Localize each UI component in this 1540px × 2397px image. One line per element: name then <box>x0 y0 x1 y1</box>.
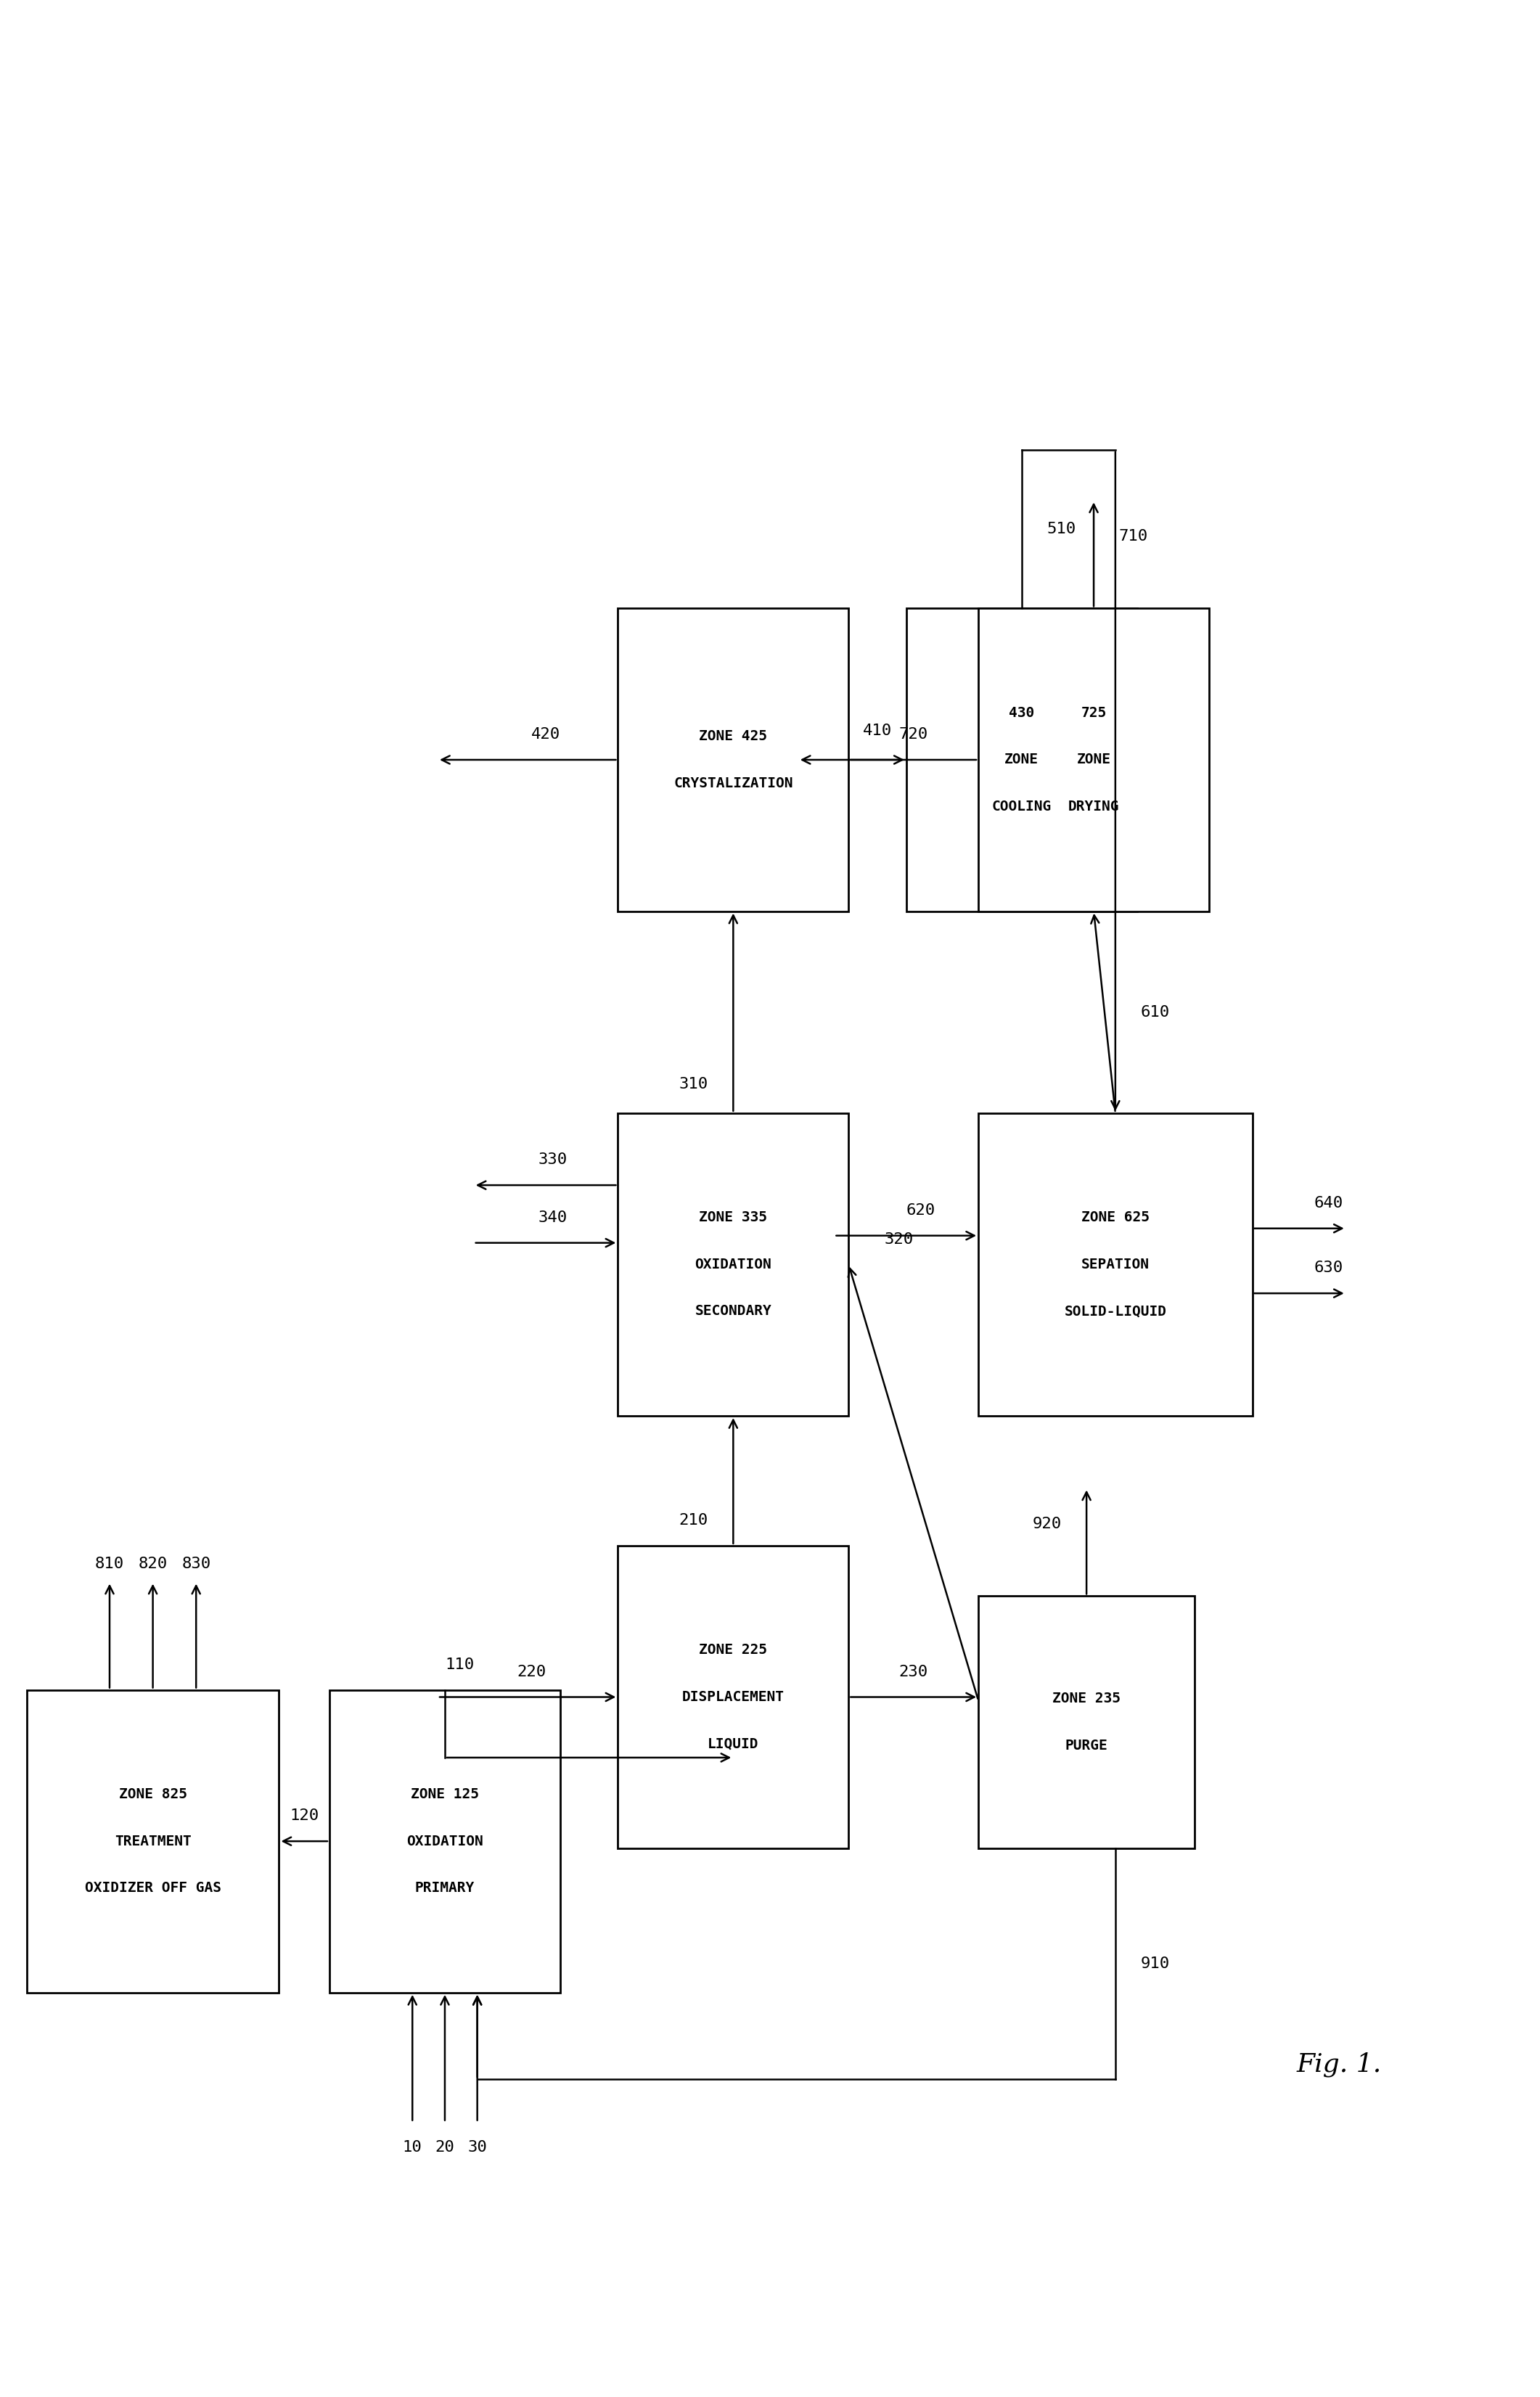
Text: ZONE 335: ZONE 335 <box>699 1210 767 1225</box>
Text: 30: 30 <box>468 2141 487 2155</box>
Text: PRIMARY: PRIMARY <box>414 1882 474 1896</box>
Bar <box>26 1690 279 1992</box>
Text: ZONE 625: ZONE 625 <box>1081 1210 1149 1225</box>
Text: DRYING: DRYING <box>1069 801 1120 813</box>
Text: COOLING: COOLING <box>992 801 1052 813</box>
Text: ZONE 425: ZONE 425 <box>699 729 767 743</box>
Text: 410: 410 <box>862 724 892 738</box>
Text: 810: 810 <box>95 1556 125 1570</box>
Text: 340: 340 <box>539 1210 568 1225</box>
Text: OXIDATION: OXIDATION <box>407 1834 484 1848</box>
Text: 725: 725 <box>1081 707 1107 719</box>
Bar <box>978 1112 1252 1417</box>
Text: CRYSTALIZATION: CRYSTALIZATION <box>673 777 793 791</box>
Text: 620: 620 <box>906 1203 935 1218</box>
Text: 330: 330 <box>539 1153 568 1167</box>
Text: ZONE: ZONE <box>1004 753 1038 767</box>
Text: PURGE: PURGE <box>1066 1738 1107 1752</box>
Text: 430: 430 <box>1009 707 1035 719</box>
Bar <box>330 1690 561 1992</box>
Text: DISPLACEMENT: DISPLACEMENT <box>682 1690 784 1704</box>
Text: 120: 120 <box>290 1810 319 1824</box>
Text: TREATMENT: TREATMENT <box>114 1834 191 1848</box>
Text: 210: 210 <box>679 1513 708 1527</box>
Text: 910: 910 <box>1141 1956 1170 1970</box>
Text: 20: 20 <box>436 2141 454 2155</box>
Text: Fig. 1.: Fig. 1. <box>1297 2052 1381 2078</box>
Text: OXIDATION: OXIDATION <box>695 1258 772 1270</box>
Text: ZONE 825: ZONE 825 <box>119 1788 186 1800</box>
Text: 510: 510 <box>1047 523 1076 537</box>
Text: 710: 710 <box>1120 530 1149 544</box>
Text: 920: 920 <box>1032 1517 1061 1532</box>
Text: ZONE: ZONE <box>1076 753 1110 767</box>
Bar <box>618 1546 849 1848</box>
Bar <box>978 609 1209 911</box>
Text: LIQUID: LIQUID <box>708 1738 759 1750</box>
Text: OXIDIZER OFF GAS: OXIDIZER OFF GAS <box>85 1882 222 1896</box>
Text: SEPATION: SEPATION <box>1081 1258 1149 1270</box>
Text: 110: 110 <box>445 1656 474 1671</box>
Text: 820: 820 <box>139 1556 168 1570</box>
Text: ZONE 125: ZONE 125 <box>411 1788 479 1800</box>
Bar <box>618 1112 849 1417</box>
Text: 310: 310 <box>679 1076 708 1091</box>
Bar <box>978 1596 1195 1848</box>
Text: ZONE 225: ZONE 225 <box>699 1644 767 1656</box>
Text: SOLID-LIQUID: SOLID-LIQUID <box>1064 1304 1166 1318</box>
Bar <box>618 609 849 911</box>
Text: 610: 610 <box>1141 1004 1170 1019</box>
Text: 720: 720 <box>899 726 929 741</box>
Text: 630: 630 <box>1314 1261 1343 1275</box>
Text: 220: 220 <box>517 1664 545 1678</box>
Text: 640: 640 <box>1314 1196 1343 1210</box>
Text: 320: 320 <box>884 1232 913 1246</box>
Text: 10: 10 <box>402 2141 422 2155</box>
Text: SECONDARY: SECONDARY <box>695 1304 772 1318</box>
Text: 420: 420 <box>531 726 561 741</box>
Text: ZONE 235: ZONE 235 <box>1052 1692 1121 1707</box>
Bar <box>906 609 1137 911</box>
Text: 230: 230 <box>899 1664 929 1678</box>
Text: 830: 830 <box>182 1556 211 1570</box>
